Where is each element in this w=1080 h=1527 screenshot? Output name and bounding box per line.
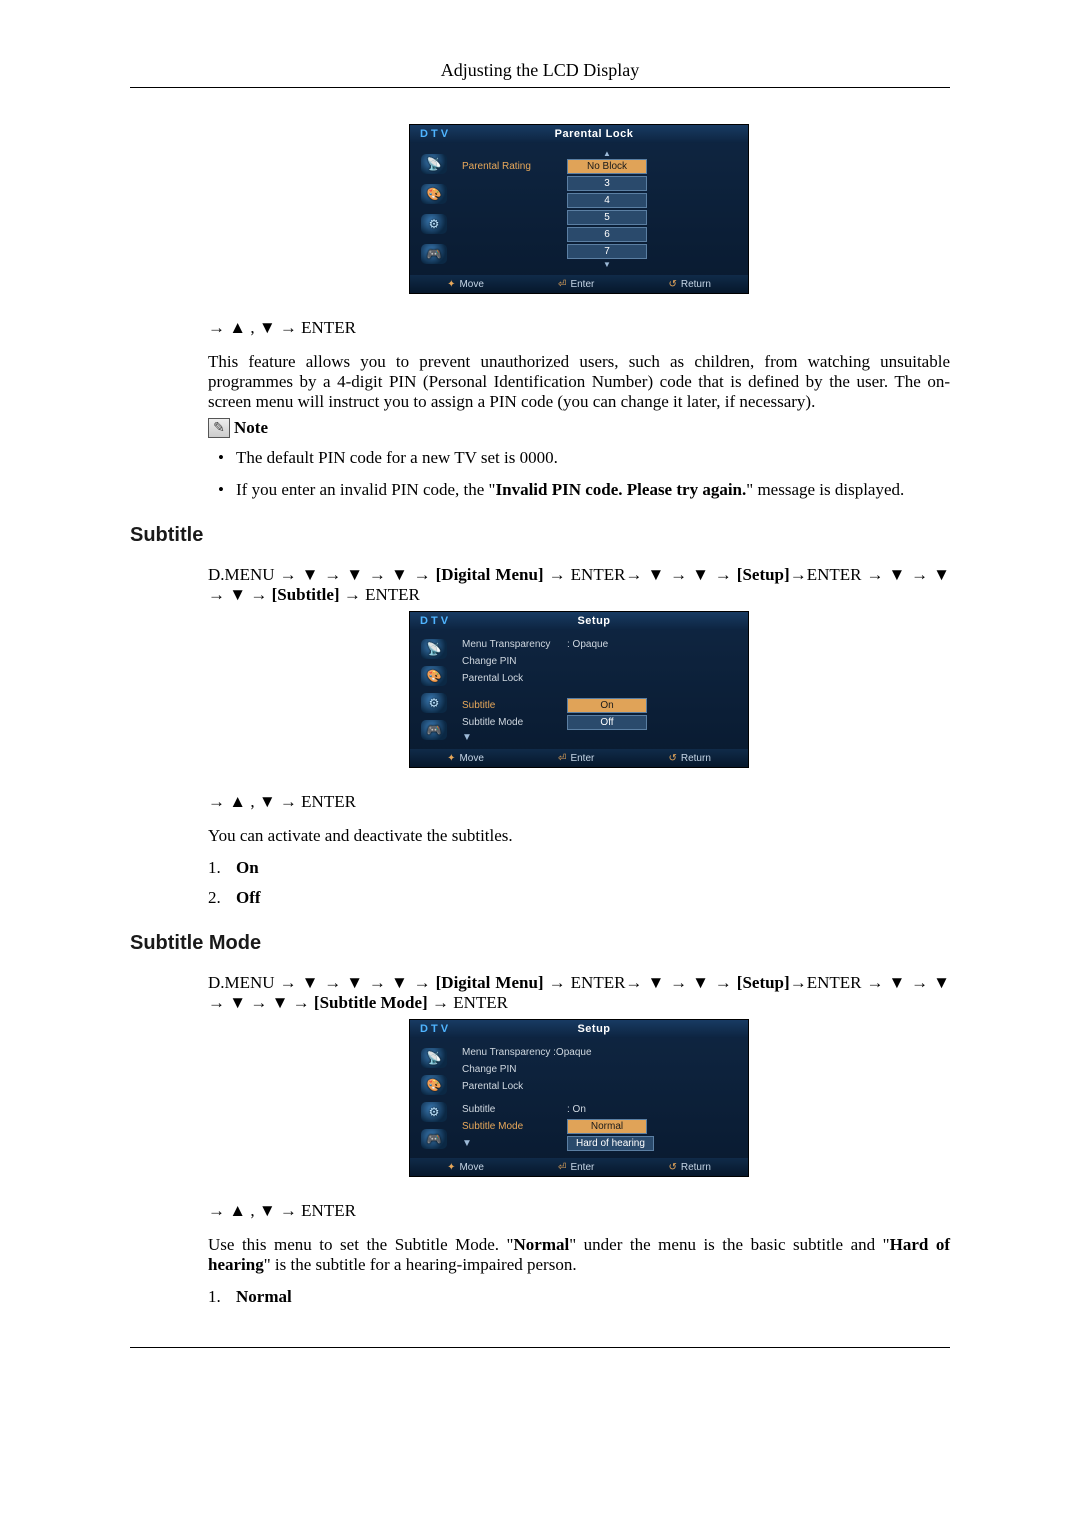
footer-return[interactable]: ↺Return xyxy=(668,1162,710,1173)
parental-lock-label[interactable]: Parental Lock xyxy=(462,1081,567,1092)
osd-icon-sidebar: 📡 🎨 ⚙ 🎮 xyxy=(410,1038,458,1158)
option-6[interactable]: 6 xyxy=(567,227,647,242)
footer-move[interactable]: ✦Move xyxy=(447,753,484,764)
menu-transparency-row: Menu Transparency :Opaque xyxy=(462,1047,592,1058)
bullet-invalid-pin: If you enter an invalid PIN code, the "I… xyxy=(208,480,950,500)
option-5[interactable]: 5 xyxy=(567,210,647,225)
option-3[interactable]: 3 xyxy=(567,176,647,191)
paragraph-subtitle-mode: Use this menu to set the Subtitle Mode. … xyxy=(208,1235,950,1275)
footer-rule xyxy=(130,1347,950,1348)
subtitle-value: : On xyxy=(567,1104,586,1115)
note-icon: ✎ xyxy=(208,418,230,438)
down-arrow-icon: ▼ xyxy=(567,260,647,269)
controller-icon: 🎮 xyxy=(421,1129,447,1149)
section-subtitle: Subtitle xyxy=(130,524,950,547)
osd-title: Parental Lock xyxy=(470,128,718,140)
footer-return[interactable]: ↺Return xyxy=(668,279,710,290)
osd-tab: D T V xyxy=(410,615,470,627)
list-item-off: 2.Off xyxy=(208,888,950,908)
footer-enter[interactable]: ⏎Enter xyxy=(558,753,594,764)
gear-icon: ⚙ xyxy=(421,1102,447,1122)
nav-hint: → ▲ , ▼ → ENTER xyxy=(208,792,950,812)
paragraph-subtitle: You can activate and deactivate the subt… xyxy=(208,826,950,846)
osd-parental-lock: D T V Parental Lock 📡 🎨 ⚙ 🎮 ▲ Parental R… xyxy=(409,124,749,294)
osd-icon-sidebar: 📡 🎨 ⚙ 🎮 xyxy=(410,143,458,275)
nav-hint: → ▲ , ▼ → ENTER xyxy=(208,318,950,338)
osd-setup-subtitle-mode: D T V Setup 📡 🎨 ⚙ 🎮 Menu Transparency :O… xyxy=(409,1019,749,1177)
palette-icon: 🎨 xyxy=(421,666,447,686)
footer-move[interactable]: ✦Move xyxy=(447,1162,484,1173)
osd-tab: D T V xyxy=(410,1023,470,1035)
path-subtitle-mode: D.MENU → ▼ → ▼ → ▼ → [Digital Menu] → EN… xyxy=(208,973,950,1013)
option-4[interactable]: 4 xyxy=(567,193,647,208)
path-subtitle: D.MENU → ▼ → ▼ → ▼ → [Digital Menu] → EN… xyxy=(208,565,950,605)
list-item-on: 1.On xyxy=(208,858,950,878)
paragraph-parental: This feature allows you to prevent unaut… xyxy=(208,352,950,412)
gear-icon: ⚙ xyxy=(421,214,447,234)
section-subtitle-mode: Subtitle Mode xyxy=(130,932,950,955)
subtitle-mode-label[interactable]: Subtitle Mode xyxy=(462,1121,567,1132)
parental-rating-label: Parental Rating xyxy=(462,161,567,172)
palette-icon: 🎨 xyxy=(421,1075,447,1095)
subtitle-label[interactable]: Subtitle xyxy=(462,700,567,711)
broadcast-icon: 📡 xyxy=(421,154,447,174)
option-7[interactable]: 7 xyxy=(567,244,647,259)
subtitle-on-option[interactable]: On xyxy=(567,698,647,713)
broadcast-icon: 📡 xyxy=(421,639,447,659)
option-no-block[interactable]: No Block xyxy=(567,159,647,174)
up-arrow-icon: ▲ xyxy=(567,149,647,158)
page-header: Adjusting the LCD Display xyxy=(130,60,950,88)
list-item-normal: 1.Normal xyxy=(208,1287,950,1307)
broadcast-icon: 📡 xyxy=(421,1048,447,1068)
menu-transparency-label: Menu Transparency xyxy=(462,639,567,650)
change-pin-label[interactable]: Change PIN xyxy=(462,656,567,667)
footer-move[interactable]: ✦Move xyxy=(447,279,484,290)
osd-tab: D T V xyxy=(410,128,470,140)
subtitle-mode-hoh-option[interactable]: Hard of hearing xyxy=(567,1136,654,1151)
palette-icon: 🎨 xyxy=(421,184,447,204)
footer-return[interactable]: ↺Return xyxy=(668,753,710,764)
subtitle-mode-normal-option[interactable]: Normal xyxy=(567,1119,647,1134)
note-label: Note xyxy=(234,418,268,438)
footer-enter[interactable]: ⏎Enter xyxy=(558,1162,594,1173)
subtitle-label[interactable]: Subtitle xyxy=(462,1104,567,1115)
bullet-default-pin: The default PIN code for a new TV set is… xyxy=(208,448,950,468)
osd-title: Setup xyxy=(470,1023,718,1035)
change-pin-label[interactable]: Change PIN xyxy=(462,1064,567,1075)
nav-hint: → ▲ , ▼ → ENTER xyxy=(208,1201,950,1221)
osd-setup-subtitle: D T V Setup 📡 🎨 ⚙ 🎮 Menu Transparency: O… xyxy=(409,611,749,768)
osd-icon-sidebar: 📡 🎨 ⚙ 🎮 xyxy=(410,630,458,749)
osd-title: Setup xyxy=(470,615,718,627)
subtitle-off-option[interactable]: Off xyxy=(567,715,647,730)
menu-transparency-value: : Opaque xyxy=(567,639,608,650)
gear-icon: ⚙ xyxy=(421,693,447,713)
footer-enter[interactable]: ⏎Enter xyxy=(558,279,594,290)
parental-lock-label[interactable]: Parental Lock xyxy=(462,673,567,684)
subtitle-mode-label[interactable]: Subtitle Mode xyxy=(462,717,567,728)
controller-icon: 🎮 xyxy=(421,720,447,740)
controller-icon: 🎮 xyxy=(421,244,447,264)
